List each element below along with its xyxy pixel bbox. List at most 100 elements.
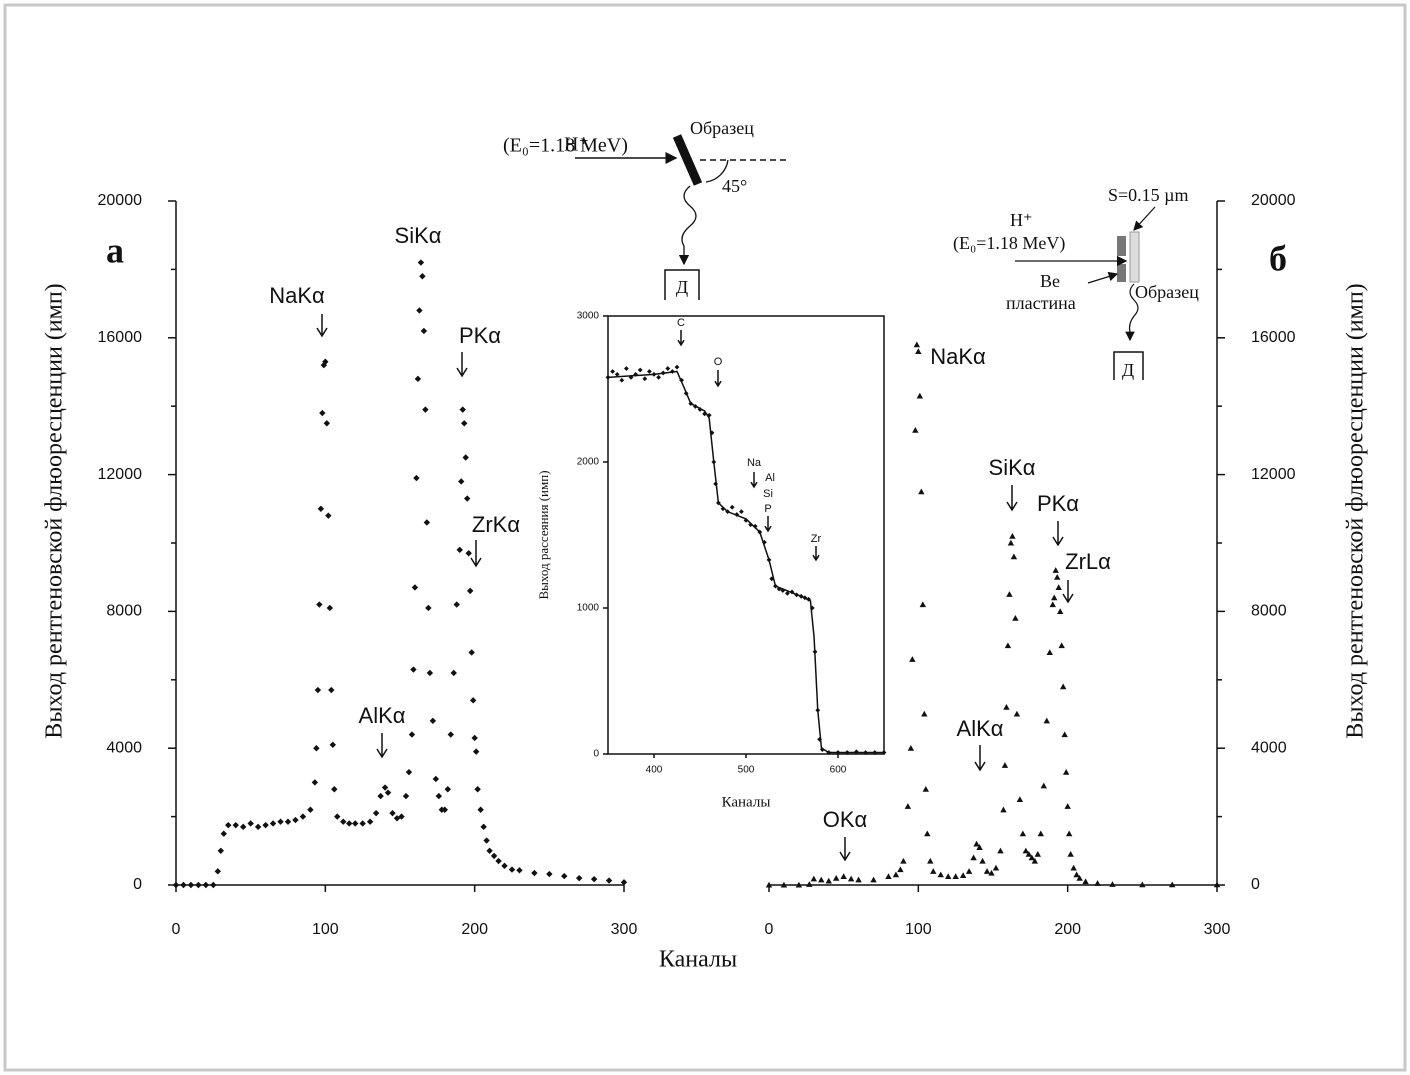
data-point bbox=[916, 392, 924, 399]
data-point bbox=[674, 364, 680, 370]
y-tick-label: 12000 bbox=[1251, 466, 1296, 483]
data-point bbox=[624, 366, 629, 371]
data-point bbox=[892, 871, 900, 878]
data-point bbox=[1058, 642, 1065, 649]
diagram-label: (E₀=1.18 MeV) bbox=[503, 135, 628, 157]
peak-annotation: NaKα bbox=[269, 283, 325, 308]
data-point bbox=[469, 697, 477, 704]
data-point bbox=[561, 872, 568, 880]
data-point bbox=[855, 876, 862, 883]
data-point bbox=[1057, 608, 1064, 614]
data-point bbox=[546, 870, 553, 878]
data-point bbox=[384, 789, 392, 796]
data-point bbox=[462, 454, 469, 461]
y-tick-label: 0 bbox=[593, 749, 599, 760]
data-point bbox=[187, 881, 195, 889]
data-point bbox=[393, 815, 401, 822]
data-point bbox=[444, 786, 451, 793]
annotation-arrow bbox=[714, 370, 722, 388]
x-tick-label: 500 bbox=[738, 765, 755, 776]
x-tick-label: 0 bbox=[172, 921, 181, 938]
data-point bbox=[907, 745, 915, 751]
data-point bbox=[1022, 847, 1030, 854]
data-point bbox=[1052, 567, 1059, 573]
data-point bbox=[202, 881, 210, 889]
peak-annotation: Na bbox=[747, 457, 762, 469]
data-point bbox=[411, 584, 419, 591]
diagram-label: Be bbox=[1040, 271, 1060, 291]
data-point bbox=[195, 881, 202, 889]
data-point bbox=[325, 512, 332, 519]
data-point bbox=[959, 872, 967, 878]
peak-annotation: NaKα bbox=[930, 344, 986, 369]
peak-annotation: ZrKα bbox=[472, 512, 520, 537]
data-point bbox=[398, 813, 405, 820]
data-point bbox=[172, 881, 180, 889]
data-point bbox=[1070, 864, 1077, 871]
data-point bbox=[930, 868, 937, 874]
data-point bbox=[417, 259, 425, 266]
data-point bbox=[647, 369, 652, 374]
data-point bbox=[997, 847, 1004, 854]
data-point bbox=[1003, 703, 1010, 710]
annotation-arrow bbox=[1062, 580, 1074, 604]
y-tick-label: 8000 bbox=[1251, 603, 1287, 620]
data-point bbox=[785, 591, 790, 596]
annotation-arrow bbox=[839, 837, 851, 862]
data-point bbox=[307, 806, 314, 813]
data-point bbox=[912, 426, 919, 433]
data-point bbox=[326, 604, 334, 612]
data-point bbox=[269, 820, 277, 827]
data-point bbox=[1012, 615, 1019, 621]
data-point bbox=[210, 881, 217, 889]
annotation-arrow bbox=[316, 314, 328, 338]
data-point bbox=[1004, 642, 1012, 649]
data-point bbox=[818, 876, 825, 883]
data-point bbox=[1037, 830, 1044, 837]
data-point bbox=[311, 779, 319, 786]
data-point bbox=[656, 374, 661, 380]
y-tick-label: 8000 bbox=[106, 603, 142, 620]
x-tick-label: 600 bbox=[830, 765, 847, 776]
peak-annotation: SiKα bbox=[989, 455, 1036, 480]
diagram-label: Образец bbox=[690, 118, 754, 138]
data-point bbox=[346, 820, 353, 827]
panel-label: б bbox=[1269, 238, 1287, 278]
data-point bbox=[334, 813, 341, 820]
data-point bbox=[483, 837, 490, 844]
peak-annotation: AlKα bbox=[957, 716, 1004, 741]
data-point bbox=[180, 881, 187, 889]
data-point bbox=[847, 875, 855, 882]
data-point bbox=[924, 830, 931, 837]
peak-annotation: ZrLα bbox=[1065, 549, 1111, 574]
data-point bbox=[1055, 584, 1062, 591]
data-point bbox=[1109, 881, 1116, 887]
data-point bbox=[1059, 683, 1067, 690]
data-point bbox=[432, 775, 440, 783]
annotation-arrow bbox=[376, 733, 388, 759]
data-point bbox=[945, 873, 952, 880]
data-point bbox=[435, 792, 443, 800]
data-point bbox=[697, 407, 703, 412]
annotation-arrow bbox=[1006, 485, 1018, 512]
data-point bbox=[240, 823, 247, 831]
data-point bbox=[466, 587, 474, 595]
data-point bbox=[474, 786, 481, 793]
data-point bbox=[225, 821, 232, 829]
annotation-arrow bbox=[812, 546, 820, 562]
data-point bbox=[352, 820, 359, 827]
data-point bbox=[576, 874, 583, 882]
diagram-label: S=0.15 µm bbox=[1108, 185, 1189, 205]
data-point bbox=[1009, 532, 1016, 539]
data-point bbox=[825, 877, 832, 884]
data-point bbox=[1094, 880, 1101, 886]
data-point bbox=[870, 876, 877, 883]
data-point bbox=[317, 505, 325, 512]
data-point bbox=[628, 374, 634, 380]
data-point bbox=[472, 748, 480, 755]
x-tick-label: 100 bbox=[905, 921, 932, 938]
data-point bbox=[1082, 878, 1089, 885]
data-point bbox=[214, 868, 222, 875]
data-point bbox=[1006, 591, 1013, 597]
